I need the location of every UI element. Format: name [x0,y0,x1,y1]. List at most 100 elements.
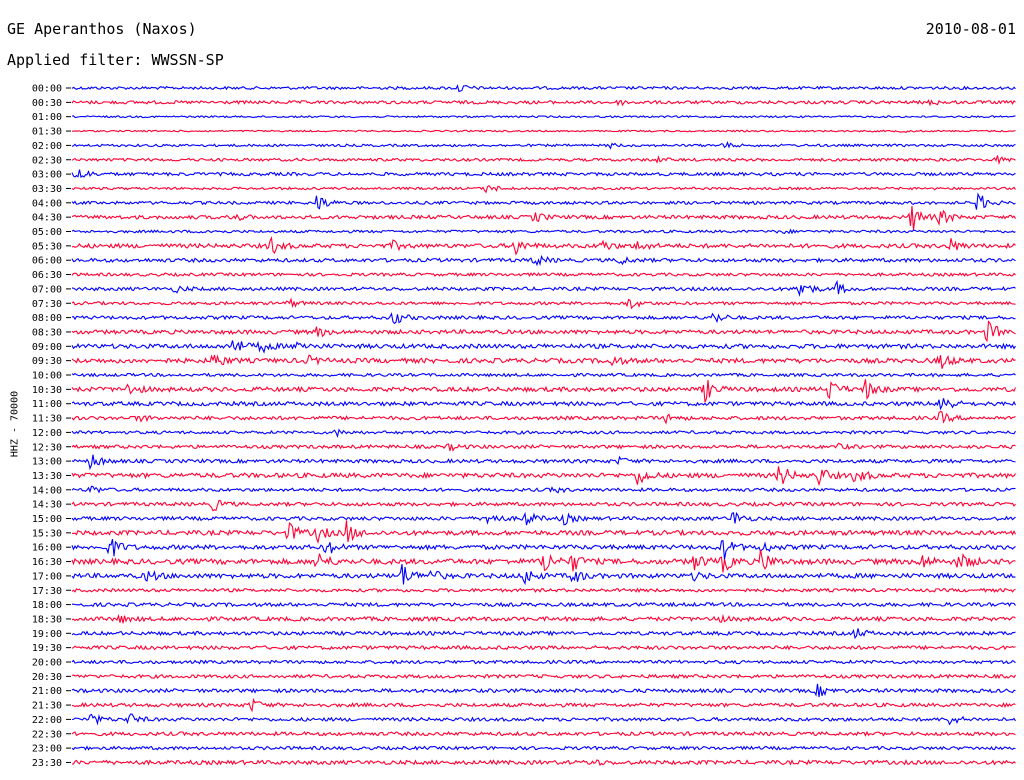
trace-0630 [71,272,1016,278]
trace-0830 [71,320,1016,343]
row-label-0100: 01:00 [32,112,62,123]
row-label-0500: 05:00 [32,227,62,238]
trace-0530 [71,236,1016,256]
row-label-0700: 07:00 [32,284,62,295]
row-label-0030: 00:30 [32,98,62,109]
row-label-1600: 16:00 [32,543,62,554]
row-label-2130: 21:30 [32,701,62,712]
row-label-1400: 14:00 [32,485,62,496]
row-label-2030: 20:30 [32,672,62,683]
row-label-0930: 09:30 [32,356,62,367]
trace-1400 [71,485,1016,494]
trace-2030 [71,673,1016,680]
row-label-0230: 02:30 [32,155,62,166]
row-label-1330: 13:30 [32,471,62,482]
trace-1530 [71,520,1016,545]
row-label-0600: 06:00 [32,256,62,267]
row-label-0730: 07:30 [32,299,62,310]
trace-1600 [71,538,1016,560]
row-label-1630: 16:30 [32,557,62,568]
trace-1500 [71,511,1016,526]
trace-1100 [71,398,1016,411]
row-label-1930: 19:30 [32,643,62,654]
trace-1730 [71,587,1016,594]
row-label-0330: 03:30 [32,184,62,195]
trace-1130 [71,410,1016,425]
row-label-1830: 18:30 [32,614,62,625]
row-label-1100: 11:00 [32,399,62,410]
row-label-1300: 13:00 [32,457,62,468]
trace-0730 [71,297,1016,310]
row-label-1800: 18:00 [32,600,62,611]
row-label-1000: 10:00 [32,371,62,382]
trace-0130 [71,129,1016,134]
row-label-1030: 10:30 [32,385,62,396]
trace-0600 [71,254,1016,267]
trace-2200 [71,713,1016,726]
row-label-1730: 17:30 [32,586,62,597]
trace-1830 [71,613,1016,624]
row-label-2300: 23:00 [32,744,62,755]
trace-1000 [71,372,1016,378]
trace-0800 [71,312,1016,325]
station-title: GE Aperanthos (Naxos) [7,20,197,38]
trace-1200 [71,428,1016,439]
row-label-0000: 00:00 [32,84,62,95]
row-label-0630: 06:30 [32,270,62,281]
trace-1900 [71,628,1016,640]
trace-0200 [71,140,1016,150]
row-label-2230: 22:30 [32,729,62,740]
trace-0430 [71,205,1016,231]
trace-0100 [71,115,1016,119]
trace-2300 [71,745,1016,751]
trace-2000 [71,659,1016,665]
trace-1800 [71,601,1016,608]
row-label-0200: 02:00 [32,141,62,152]
trace-0000 [71,84,1016,93]
trace-1230 [71,442,1016,452]
trace-1330 [71,466,1016,487]
row-label-0900: 09:00 [32,342,62,353]
trace-0700 [71,279,1016,298]
trace-0030 [71,99,1016,107]
row-label-0530: 05:30 [32,241,62,252]
row-label-2000: 20:00 [32,658,62,669]
row-label-2100: 21:00 [32,686,62,697]
row-label-2330: 23:30 [32,758,62,769]
trace-0930 [71,354,1016,369]
row-label-2200: 22:00 [32,715,62,726]
trace-0300 [71,169,1016,178]
trace-1700 [71,564,1016,586]
row-label-1700: 17:00 [32,571,62,582]
row-label-0400: 04:00 [32,198,62,209]
row-label-0300: 03:00 [32,170,62,181]
trace-1300 [71,454,1016,471]
row-label-1200: 12:00 [32,428,62,439]
trace-1430 [71,499,1016,512]
row-label-0830: 08:30 [32,327,62,338]
trace-2100 [71,683,1016,698]
trace-0900 [71,340,1016,354]
trace-0400 [71,192,1016,210]
trace-0330 [71,185,1016,194]
row-label-1430: 14:30 [32,500,62,511]
trace-2130 [71,697,1016,713]
row-label-0430: 04:30 [32,213,62,224]
trace-2330 [71,759,1016,767]
date-label: 2010-08-01 [925,20,1016,38]
row-label-1130: 11:30 [32,414,62,425]
row-label-1900: 19:00 [32,629,62,640]
filter-label: Applied filter: WWSSN-SP [7,51,224,69]
row-label-1500: 15:00 [32,514,62,525]
trace-2230 [71,730,1016,737]
trace-1930 [71,644,1016,651]
row-label-0130: 01:30 [32,127,62,138]
row-label-1530: 15:30 [32,528,62,539]
trace-1630 [71,549,1016,573]
row-label-1230: 12:30 [32,442,62,453]
trace-0230 [71,155,1016,166]
trace-0500 [71,228,1016,235]
trace-1030 [71,379,1017,403]
row-label-0800: 08:00 [32,313,62,324]
